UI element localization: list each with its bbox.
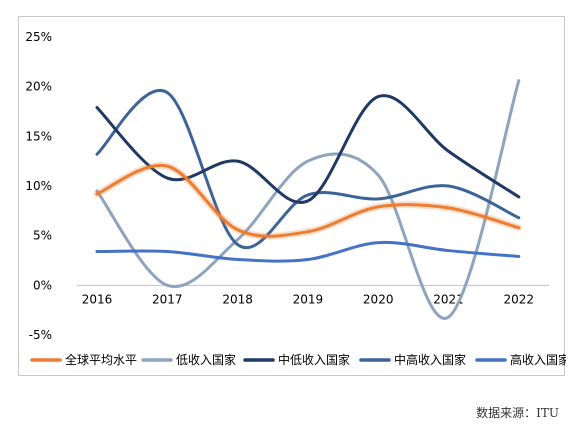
y-tick-label: 0% [33,278,52,292]
x-tick-label: 2020 [363,292,394,306]
y-tick-label: 25% [25,30,52,44]
chart-frame: 25% 20% 15% 10% 5% 0% -5% 2016 2017 2018 2019 2020 2… [18,16,566,376]
series-line-1 [95,163,521,238]
series-line-4 [95,88,521,249]
legend-label: 全球平均水平 [65,352,137,367]
source-note: 数据来源：ITU [476,406,559,420]
legend-label: 高收入国家 [510,352,566,367]
x-tick-label: 2021 [433,292,464,306]
y-tick-label: -5% [29,328,52,342]
y-tick-label: 15% [25,129,52,143]
x-tick-label: 2022 [504,292,535,306]
line-chart: 25% 20% 15% 10% 5% 0% -5% 2016 2017 2018 2019 2020 2… [25,30,566,367]
x-tick-label: 2016 [82,292,113,306]
x-tick-label: 2019 [293,292,324,306]
series-line-2 [95,79,521,320]
legend-label: 低收入国家 [176,352,236,367]
series-line-5 [95,240,521,263]
y-tick-label: 5% [33,229,52,243]
y-tick-label: 10% [25,179,52,193]
y-tick-label: 20% [25,80,52,94]
legend-label: 中低收入国家 [278,352,350,367]
x-tick-label: 2017 [152,292,183,306]
x-tick-label: 2018 [222,292,253,306]
legend-label: 中高收入国家 [394,352,466,367]
series-line-3 [95,94,521,204]
